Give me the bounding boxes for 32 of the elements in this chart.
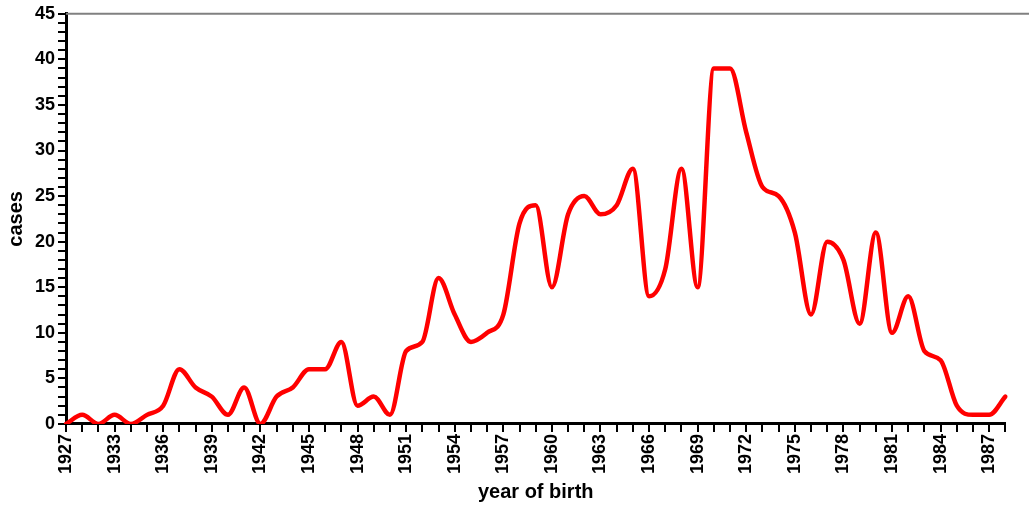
y-tick-label: 0 bbox=[45, 412, 56, 433]
x-tick-label: 1966 bbox=[638, 433, 659, 474]
x-tick-label: 1981 bbox=[881, 433, 901, 474]
y-tick-label: 30 bbox=[34, 139, 56, 160]
y-tick-label: 40 bbox=[34, 48, 56, 69]
x-tick-label: 1978 bbox=[832, 433, 853, 474]
x-tick-label: 1951 bbox=[395, 433, 416, 474]
x-axis-title: year of birth bbox=[477, 479, 594, 502]
y-tick-label: 25 bbox=[34, 185, 56, 206]
x-tick-label: 1969 bbox=[686, 433, 707, 474]
y-tick-label: 15 bbox=[34, 276, 56, 297]
x-tick-label: 1936 bbox=[152, 433, 173, 474]
x-tick-label: 1954 bbox=[443, 433, 464, 474]
x-tick-label: 1960 bbox=[540, 433, 561, 474]
x-tick-label: 1948 bbox=[346, 433, 367, 474]
x-tick-label: 1972 bbox=[735, 433, 756, 474]
x-tick-label: 1957 bbox=[492, 433, 513, 474]
y-tick-label: 35 bbox=[34, 93, 56, 114]
x-tick-label: 1975 bbox=[783, 433, 804, 474]
x-tick-label: 1939 bbox=[200, 433, 221, 474]
x-tick-label: 1963 bbox=[589, 433, 610, 474]
y-tick-label: 20 bbox=[34, 230, 56, 251]
y-tick-label: 5 bbox=[45, 367, 56, 388]
x-tick-label: 1933 bbox=[103, 433, 124, 474]
x-tick-label: 1984 bbox=[929, 433, 950, 474]
x-tick-label: 1945 bbox=[297, 433, 318, 474]
y-tick-label: 10 bbox=[34, 321, 56, 342]
x-tick-label: 1927 bbox=[54, 433, 75, 474]
x-tick-label: 1987 bbox=[978, 433, 999, 474]
x-tick-label: 1942 bbox=[249, 433, 270, 474]
y-tick-label: 45 bbox=[34, 2, 56, 23]
y-axis-title: cases bbox=[3, 191, 26, 247]
